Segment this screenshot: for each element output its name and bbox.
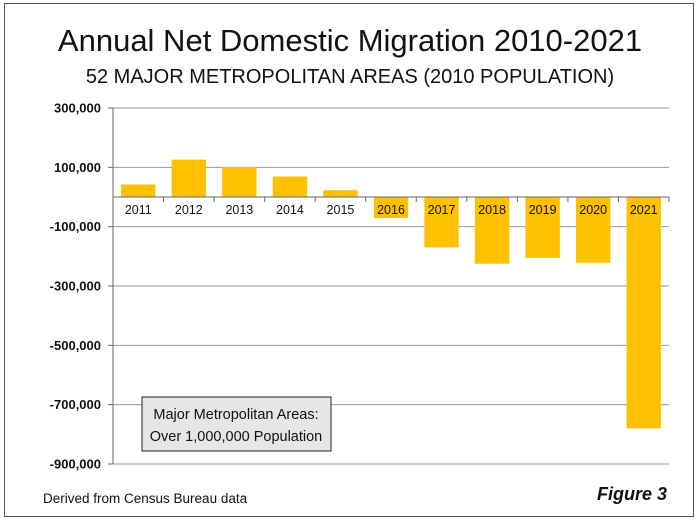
x-tick-label: 2013 xyxy=(225,203,253,217)
chart-title: Annual Net Domestic Migration 2010-2021 xyxy=(58,23,642,58)
bar-2020 xyxy=(575,197,611,263)
chart-frame: Annual Net Domestic Migration 2010-2021 … xyxy=(4,3,694,517)
y-tick-label: -500,000 xyxy=(50,338,101,353)
annotation-box: Major Metropolitan Areas: Over 1,000,000… xyxy=(141,396,332,452)
x-tick-label: 2019 xyxy=(529,203,557,217)
y-tick-label: -100,000 xyxy=(50,219,101,234)
y-tick-label: -900,000 xyxy=(50,457,101,472)
x-tick-label: 2018 xyxy=(478,203,506,217)
y-tick-label: 300,000 xyxy=(54,101,101,116)
figure-label: Figure 3 xyxy=(597,484,667,504)
bar-2012 xyxy=(171,159,207,197)
x-tick-label: 2021 xyxy=(630,203,658,217)
y-tick-label: -300,000 xyxy=(50,279,101,294)
x-tick-label: 2017 xyxy=(428,203,456,217)
x-tick-label: 2020 xyxy=(579,203,607,217)
bar-2013 xyxy=(222,167,257,197)
bar-2018 xyxy=(474,197,510,264)
chart-svg: Annual Net Domestic Migration 2010-2021 … xyxy=(43,23,670,506)
bar-2021 xyxy=(626,197,661,429)
y-tick-label: 100,000 xyxy=(54,160,101,175)
y-tick-label: -700,000 xyxy=(50,397,101,412)
x-tick-label: 2016 xyxy=(377,203,405,217)
bar-2019 xyxy=(525,197,560,258)
x-axis-ticks: 2011 2012 2013 2014 2015 2016 2017 2018 2019 2020… xyxy=(112,197,670,217)
source-note: Derived from Census Bureau data xyxy=(43,491,248,506)
bars xyxy=(113,159,669,429)
annotation-line-2: Over 1,000,000 Population xyxy=(150,429,323,445)
bar-2011 xyxy=(121,184,156,197)
x-tick-label: 2014 xyxy=(276,203,304,217)
bar-2015 xyxy=(323,190,358,197)
x-tick-label: 2012 xyxy=(175,203,203,217)
bar-2016 xyxy=(373,197,409,219)
bar-2017 xyxy=(424,197,459,248)
bar-2014 xyxy=(272,176,308,197)
annotation-line-1: Major Metropolitan Areas: xyxy=(153,407,318,423)
y-axis-ticks: 300,000 100,000 -100,000 -300,000 -500,000 -7… xyxy=(50,101,101,472)
chart-subtitle: 52 MAJOR METROPOLITAN AREAS (2010 POPULA… xyxy=(86,66,614,88)
x-tick-label: 2011 xyxy=(125,203,152,217)
x-tick-label: 2015 xyxy=(327,203,355,217)
